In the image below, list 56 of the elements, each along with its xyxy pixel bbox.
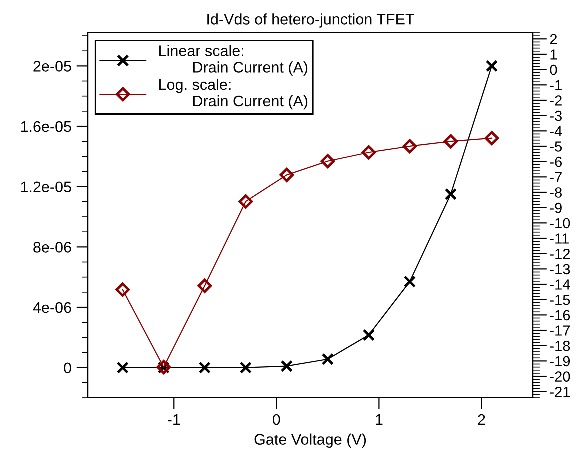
x-tick-label: 1 [376, 414, 383, 426]
y2-tick-label: -13 [550, 264, 570, 275]
y-tick-label: 1.6e-05 [21, 121, 72, 132]
y-tick-label: 8e-06 [34, 242, 72, 253]
y2-tick-label: -11 [550, 234, 569, 244]
point [280, 168, 294, 182]
point [404, 276, 416, 288]
y2-tick-label: -7 [550, 172, 562, 182]
point [198, 278, 212, 294]
legend-label: Log. scale: Drain Current (A) [160, 78, 308, 110]
legend-label: Linear scale: Drain Current (A) [160, 45, 308, 76]
x-tick-label: -1 [168, 414, 180, 426]
y-tick-label: 4e-06 [33, 302, 72, 314]
y2-tick-label: -19 [550, 356, 570, 367]
point [444, 134, 458, 149]
point [320, 154, 336, 169]
point [402, 139, 418, 154]
y-tick-label: 1.2e-05 [21, 182, 72, 193]
y2-tick-label: -12 [550, 248, 570, 260]
x-tick-label: 2 [478, 414, 486, 426]
y-tick-label: 0 [64, 362, 72, 374]
point [280, 360, 294, 372]
y2-tick-label: -21 [550, 386, 570, 398]
y-tick-label: 2e-05 [34, 61, 72, 72]
y2-tick-label: 0 [550, 64, 558, 76]
y2-tick-label: -9 [550, 202, 562, 214]
y2-tick-label: -16 [550, 310, 570, 321]
y2-tick-label: -3 [550, 110, 562, 122]
x-tick-label: 0 [273, 414, 280, 426]
y2-tick-label: -5 [550, 142, 562, 152]
y2-tick-label: -17 [550, 326, 570, 336]
y2-tick-label: -18 [550, 340, 570, 352]
y2-tick-label: 1 [550, 50, 558, 60]
point [444, 188, 458, 200]
y2-tick-label: -8 [550, 188, 562, 198]
y2-tick-label: -10 [550, 218, 570, 229]
point [240, 362, 252, 374]
y2-tick-label: -6 [550, 156, 562, 168]
y2-tick-label: -1 [550, 80, 562, 90]
point [238, 194, 254, 209]
point [322, 353, 334, 366]
point [484, 131, 500, 146]
point [362, 329, 376, 342]
point [198, 362, 211, 374]
point [362, 145, 376, 160]
y2-tick-label: -4 [550, 126, 562, 136]
point [116, 362, 129, 374]
y2-tick-label: -15 [550, 295, 570, 306]
y2-tick-label: -14 [550, 280, 570, 290]
chart-title: Id-Vds of hetero-junction TFET [208, 14, 414, 28]
point [486, 60, 498, 72]
x-axis-title: Gate Voltage (V) [254, 434, 366, 448]
y2-tick-label: -2 [550, 96, 562, 106]
point [116, 282, 130, 298]
y2-tick-label: 2 [550, 34, 558, 44]
y2-tick-label: -20 [550, 372, 570, 382]
